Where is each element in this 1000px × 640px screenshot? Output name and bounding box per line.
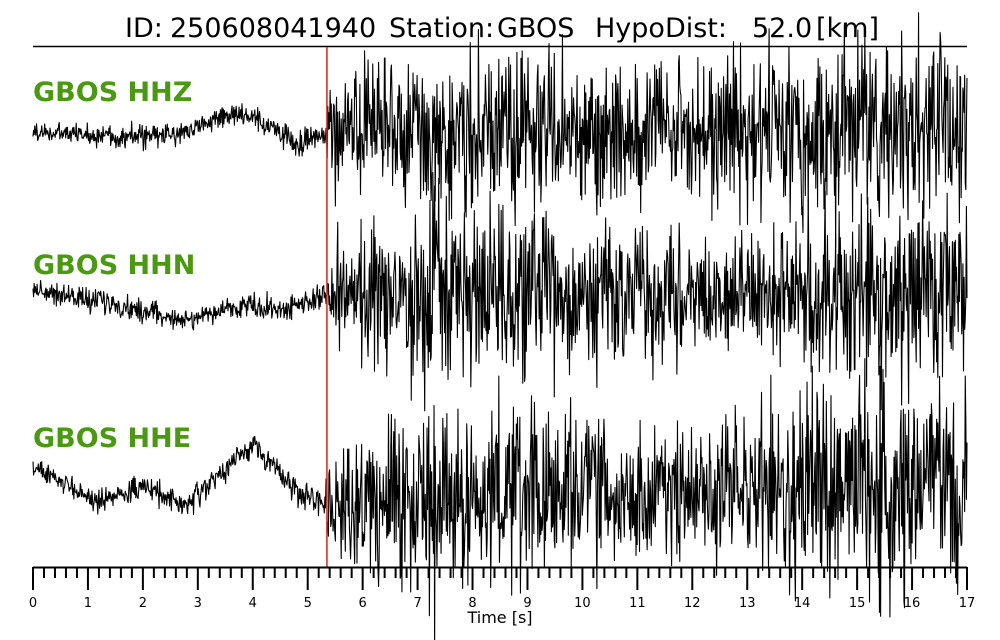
tick-label: 2: [139, 596, 147, 611]
tick-label: 10: [574, 596, 591, 611]
tick-label: 3: [194, 596, 202, 611]
tick-label: 6: [359, 596, 367, 611]
title-hypodist-label: HypoDist:: [595, 13, 727, 44]
tick-label: 15: [849, 596, 866, 611]
tick-label: 14: [794, 596, 811, 611]
tick-label: 13: [739, 596, 756, 611]
traces-group: GBOS HHZ GBOS HHN GBOS HHE: [32, 12, 968, 640]
tick-label: 9: [523, 596, 531, 611]
title-id-label: ID:: [125, 13, 163, 44]
trace-gbos-hhz: [32, 12, 968, 248]
tick-label: 0: [29, 596, 37, 611]
tick-label: 8: [468, 596, 476, 611]
tick-label: 11: [629, 596, 646, 611]
trace-gbos-hhn: [32, 172, 968, 412]
tick-label: 7: [413, 596, 421, 611]
title-hypodist-unit: [km]: [816, 13, 879, 44]
minor-ticks: [42, 567, 958, 578]
title-hypodist-value: 52.0: [752, 13, 812, 44]
title-id-value: 250608041940: [170, 13, 376, 44]
tick-label: 5: [304, 596, 312, 611]
trace-label-gbos-hhn: GBOS HHN: [33, 250, 195, 281]
tick-label: 1: [84, 596, 92, 611]
title-station-label: Station:: [389, 13, 494, 44]
tick-label: 16: [904, 596, 921, 611]
major-ticks: [32, 567, 968, 590]
x-axis-label: Time [s]: [466, 608, 532, 627]
tick-labels: 0 1 2 3 4 5 6 7 8 9 10 11 12 13 14 15 16 17: [29, 596, 975, 611]
tick-label: 4: [249, 596, 257, 611]
tick-label: 12: [684, 596, 701, 611]
trace-label-gbos-hhe: GBOS HHE: [33, 423, 191, 454]
title-station-value: GBOS: [497, 13, 574, 44]
tick-label: 17: [959, 596, 976, 611]
trace-gbos-hhe: [32, 358, 968, 640]
time-axis: 0 1 2 3 4 5 6 7 8 9 10 11 12 13 14 15 16 17 Time [s]: [29, 566, 975, 627]
figure-title: ID: 250608041940 Station: GBOS HypoDist:…: [125, 13, 879, 44]
trace-label-gbos-hhz: GBOS HHZ: [33, 77, 192, 108]
